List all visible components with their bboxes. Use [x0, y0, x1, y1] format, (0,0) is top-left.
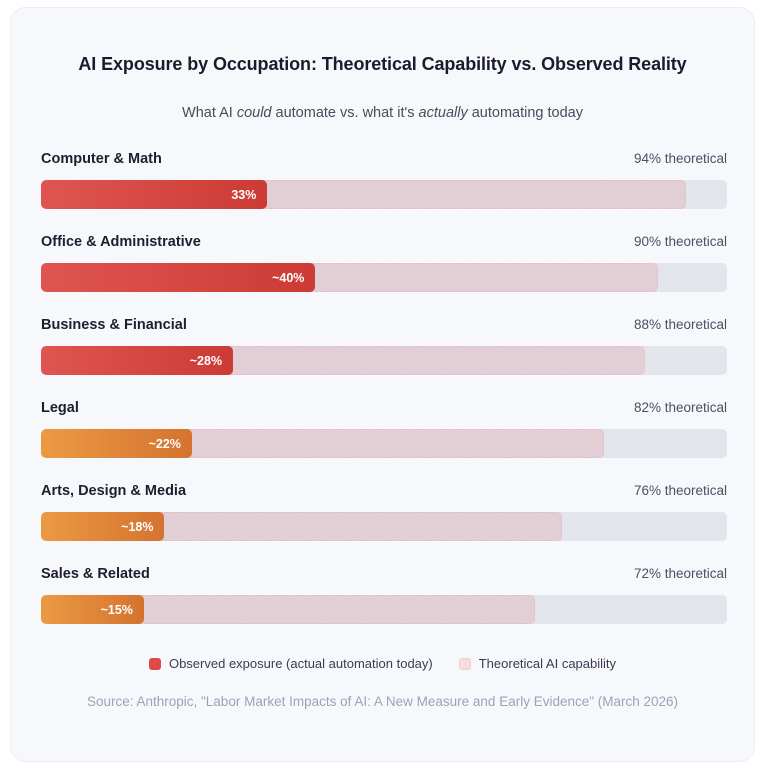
bar-track: ~22% [41, 429, 727, 458]
legend: Observed exposure (actual automation tod… [11, 656, 754, 671]
subtitle-part: automate vs. what it's [271, 105, 419, 121]
bar-track: 33% [41, 180, 727, 209]
bar-row: Sales & Related 72% theoretical ~15% [41, 566, 727, 649]
source-note: Source: Anthropic, "Labor Market Impacts… [86, 694, 679, 709]
observed-bar: ~22% [41, 429, 192, 458]
category-label: Computer & Math [41, 151, 162, 167]
chart-subtitle: What AI could automate vs. what it's act… [11, 105, 754, 121]
category-label: Business & Financial [41, 317, 187, 333]
observed-value-label: ~18% [121, 519, 154, 534]
legend-swatch-theoretical [458, 657, 471, 670]
bar-row: Arts, Design & Media 76% theoretical ~18% [41, 483, 727, 566]
observed-bar: ~40% [41, 263, 316, 292]
legend-label-theoretical: Theoretical AI capability [478, 656, 617, 671]
theoretical-value-label: 82% theoretical [633, 400, 727, 415]
observed-value-label: ~15% [100, 602, 133, 617]
bar-row: Legal 82% theoretical ~22% [41, 400, 727, 483]
theoretical-value-label: 88% theoretical [633, 317, 727, 332]
legend-label-observed: Observed exposure (actual automation tod… [168, 656, 433, 671]
bar-track: ~15% [41, 595, 727, 624]
legend-item-observed: Observed exposure (actual automation tod… [148, 656, 433, 671]
observed-value-label: ~28% [189, 353, 223, 368]
theoretical-value-label: 94% theoretical [633, 151, 727, 166]
observed-value-label: ~40% [272, 270, 305, 285]
observed-value-label: 33% [231, 187, 257, 202]
observed-bar: ~15% [41, 595, 144, 624]
legend-item-theoretical: Theoretical AI capability [458, 656, 617, 671]
bar-track: ~28% [41, 346, 727, 375]
subtitle-part: automating today [467, 105, 583, 121]
observed-value-label: ~22% [148, 436, 181, 451]
chart-title: AI Exposure by Occupation: Theoretical C… [78, 54, 687, 74]
theoretical-value-label: 76% theoretical [633, 483, 727, 498]
bar-track: ~40% [41, 263, 727, 292]
legend-swatch-observed [148, 657, 161, 670]
category-label: Arts, Design & Media [41, 483, 187, 499]
observed-bar: ~18% [41, 512, 165, 541]
subtitle-emphasis-actually: actually [418, 105, 468, 121]
subtitle-emphasis-could: could [236, 105, 272, 121]
bar-rows: Computer & Math 94% theoretical 33% Office … [41, 151, 727, 649]
theoretical-value-label: 72% theoretical [633, 566, 727, 581]
bar-row: Office & Administrative 90% theoretical ~4… [41, 234, 727, 317]
chart-card: AI Exposure by Occupation: Theoretical C… [10, 7, 755, 762]
bar-row: Business & Financial 88% theoretical ~28% [41, 317, 727, 400]
observed-bar: ~28% [41, 346, 234, 375]
subtitle-part: What AI [182, 105, 237, 121]
category-label: Sales & Related [41, 566, 150, 582]
category-label: Office & Administrative [41, 234, 201, 250]
observed-bar: 33% [41, 180, 268, 209]
bar-track: ~18% [41, 512, 727, 541]
category-label: Legal [41, 400, 79, 416]
theoretical-value-label: 90% theoretical [633, 234, 727, 249]
bar-row: Computer & Math 94% theoretical 33% [41, 151, 727, 234]
